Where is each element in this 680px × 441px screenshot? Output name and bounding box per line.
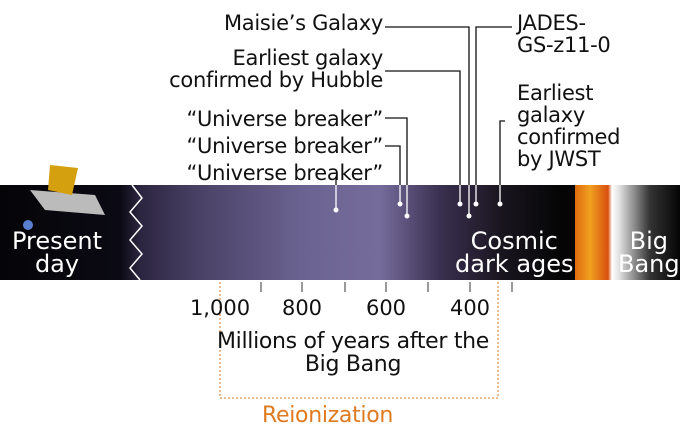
label-line: confirmed by Hubble [169,68,383,92]
label-jwst: Earliest galaxy confirmed by JWST [517,81,621,171]
label-line: by JWST [517,147,601,171]
hubble-connector [385,70,461,185]
label-hubble: Earliest galaxy confirmed by Hubble [169,47,383,91]
big-bang-label: Big Bang [618,227,680,278]
label-line: confirmed [517,125,621,149]
reionization-label: Reionization [262,403,394,428]
maisie-dot [466,213,472,219]
tick-400: 400 [449,296,491,320]
tick-1000: 1,000 [189,296,251,320]
label-jades: JADES- GS-z11-0 [517,11,611,57]
label-universe-breakers: “Universe breaker” “Universe breaker” “U… [186,106,383,187]
label-line: “Universe breaker” [186,107,383,131]
ub1-dot [404,213,410,219]
timeline-band [0,185,680,280]
axis-title: Millions of years after the Big Bang [183,330,523,376]
timeline-break [129,184,143,281]
label-line: Big [629,227,668,255]
jades-dot [473,201,479,207]
label-maisies-galaxy: Maisie’s Galaxy [223,11,383,35]
ub3-dot [333,207,339,213]
hubble-dot [457,201,463,207]
label-line: “Universe breaker” [186,134,383,158]
label-line: Earliest [517,81,594,105]
ub1-connector [385,117,408,185]
label-line: Bang [618,250,680,278]
tick-800: 800 [281,296,323,320]
label-line: day [34,250,80,278]
jades-connector [475,26,512,185]
maisie-connector [385,26,470,185]
label-line: Cosmic [470,227,558,255]
jwst-connector [499,120,505,185]
label-line: JADES- [517,11,586,35]
tick-600: 600 [365,296,407,320]
reionization-bracket [219,282,499,399]
label-line: dark ages [455,250,574,278]
dark-ages-label: Cosmic dark ages [455,227,574,278]
jwst-telescope-icon [23,165,105,230]
label-line: GS-z11-0 [517,33,611,57]
jwst-dot [497,201,503,207]
label-line: Big Bang [304,352,402,377]
label-line: galaxy [517,103,585,127]
present-day-label: Present day [12,227,103,278]
ub2-connector [385,145,401,185]
label-line: Millions of years after the [216,329,490,354]
label-line: “Universe breaker” [186,161,383,185]
ub2-dot [397,201,403,207]
label-line: Earliest galaxy [232,46,384,70]
label-line: Present [12,227,103,255]
